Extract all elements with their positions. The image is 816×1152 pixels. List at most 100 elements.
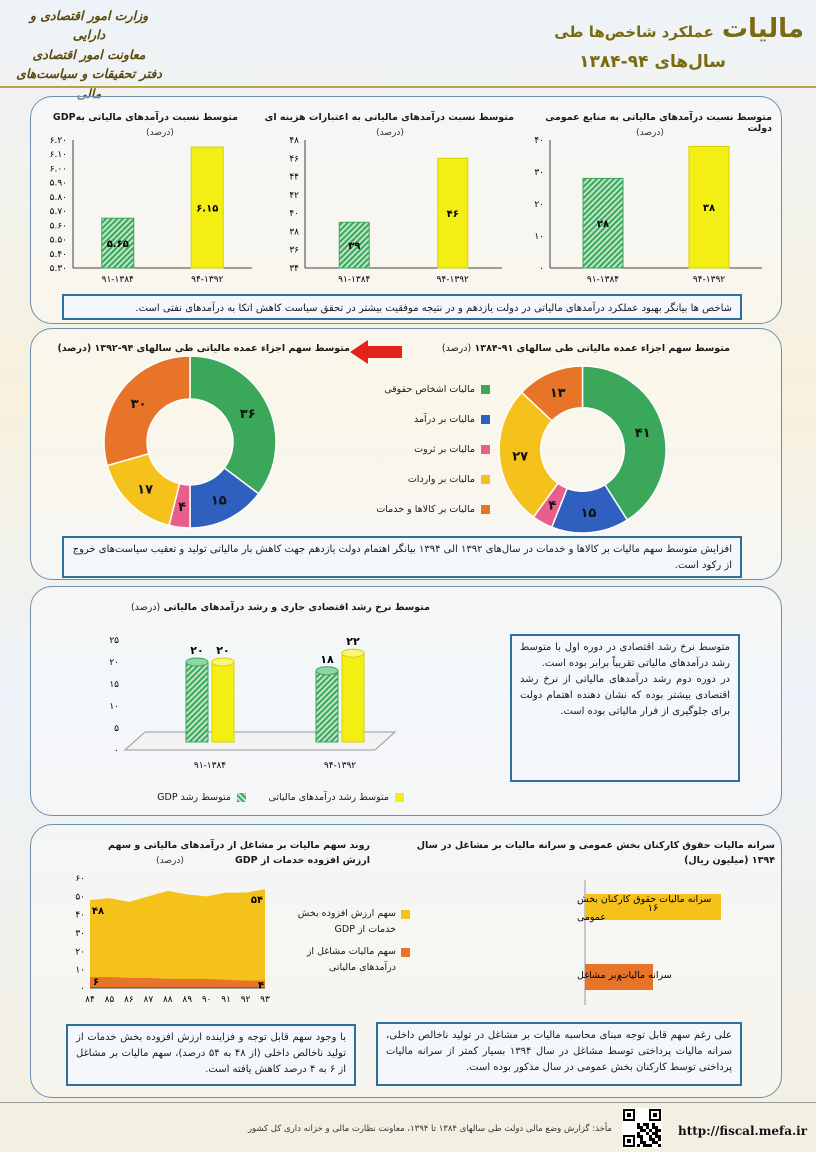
qr-module bbox=[655, 1129, 658, 1132]
x-tick-label: ۹۴-۱۳۹۲ bbox=[191, 275, 223, 285]
qr-module bbox=[658, 1138, 661, 1141]
y-tick-label: ۴۴ bbox=[289, 173, 299, 183]
qr-module bbox=[637, 1135, 640, 1138]
qr-module bbox=[652, 1132, 655, 1135]
y-tick-label: ۵.۶۰ bbox=[50, 221, 67, 231]
org-line-1: وزارت امور اقتصادی و دارایی bbox=[29, 8, 149, 43]
qr-module bbox=[655, 1126, 658, 1129]
growth-title-text: متوسط نرخ رشد اقتصادی جاری و رشد درآمدها… bbox=[163, 602, 430, 613]
qr-module bbox=[640, 1126, 643, 1129]
pie-value-label: ۴۱ bbox=[635, 426, 651, 441]
legend-label: سهم ارزش افزوده بخش خدمات از GDP bbox=[297, 908, 396, 936]
y-tick-label: ۴۰ bbox=[289, 209, 299, 219]
area-chart-title: روند سهم مالیات بر مشاغل از درآمدهای مال… bbox=[108, 840, 370, 867]
pie-value-label: ۳۰ bbox=[131, 397, 147, 412]
legend-item-wealth: مالیات بر ثروت bbox=[414, 444, 490, 455]
y-tick-label: ۱۵ bbox=[109, 680, 119, 690]
pie-value-label: ۴ bbox=[178, 500, 186, 515]
area-legend-services: سهم ارزش افزوده بخش خدمات از GDP bbox=[290, 906, 410, 938]
qr-module bbox=[649, 1138, 652, 1141]
section-4-note-left: با وجود سهم قابل توجه و فزاینده ارزش افز… bbox=[66, 1024, 356, 1086]
growth-chart-title: متوسط نرخ رشد اقتصادی جاری و رشد درآمدها… bbox=[110, 602, 430, 613]
legend-label: مالیات بر کالاها و خدمات bbox=[376, 504, 475, 515]
pie-value-label: ۲۷ bbox=[512, 449, 528, 464]
y-tick-label: ۶.۰۰ bbox=[50, 164, 67, 174]
bar bbox=[688, 145, 730, 269]
pie-value-label: ۱۳ bbox=[550, 386, 566, 401]
chart-3-title: متوسط نسبت درآمدهای مالیاتی بهGDP bbox=[52, 112, 238, 123]
bar-value-label: ۸ bbox=[616, 973, 622, 984]
x-tick-label: ۹۲ bbox=[241, 995, 251, 1005]
area-value-label: ۵۴ bbox=[251, 895, 263, 906]
qr-module bbox=[637, 1126, 640, 1129]
bar-value-label: ۳۹ bbox=[348, 241, 360, 252]
category-label: سرانه مالیات بر مشاغل bbox=[577, 970, 672, 981]
qr-module bbox=[643, 1123, 646, 1126]
bar-value-label: ۶.۱۵ bbox=[196, 204, 218, 215]
bar-value-label: ۱۶ bbox=[648, 903, 659, 914]
y-tick-label: ۲۰ bbox=[75, 947, 85, 957]
qr-code-icon bbox=[622, 1108, 662, 1148]
header-rule bbox=[0, 86, 816, 88]
area-value-label: ۴ bbox=[258, 981, 264, 992]
x-tick-label: ۹۱-۱۳۸۴ bbox=[102, 275, 134, 285]
legend-label: مالیات اشخاص حقوقی bbox=[384, 384, 475, 395]
bar bbox=[185, 661, 209, 743]
footer-url[interactable]: http://fiscal.mefa.ir bbox=[678, 1124, 808, 1138]
x-tick-label: ۹۳ bbox=[260, 995, 270, 1005]
y-tick-label: ۵۰ bbox=[75, 892, 85, 902]
bar bbox=[211, 661, 235, 743]
growth-legend-gdp: متوسط رشد GDP bbox=[157, 792, 246, 803]
pie-slice bbox=[498, 391, 560, 519]
pie-slice bbox=[103, 355, 191, 467]
bar-value-label: ۲۰ bbox=[216, 644, 229, 657]
area-legend-jobs: سهم مالیات مشاغل از درآمدهای مالیاتی bbox=[290, 944, 410, 976]
section-4-note-right: علی رغم سهم قابل توجه مبنای محاسبه مالیا… bbox=[376, 1022, 742, 1086]
bar-value-label: ۳۸ bbox=[703, 203, 715, 214]
x-tick-label: ۹۰ bbox=[202, 995, 212, 1005]
bar-cap bbox=[211, 657, 235, 667]
x-tick-label: ۹۱ bbox=[221, 995, 231, 1005]
y-tick-label: ۳۸ bbox=[289, 227, 299, 237]
y-tick-label: ۲۰ bbox=[109, 658, 119, 668]
header-title-rest: عملکرد شاخص‌ها طی bbox=[554, 23, 714, 41]
bar-cap bbox=[315, 666, 339, 676]
pie-right-svg: ۴۱ ۱۵ ۴ ۲۷ ۱۳ bbox=[498, 365, 667, 534]
qr-module bbox=[652, 1126, 655, 1129]
pie-value-label: ۱۵ bbox=[211, 494, 227, 509]
chart-2-title: متوسط نسبت درآمدهای مالیاتی به اعتبارات … bbox=[264, 112, 514, 123]
y-tick-label: ۱۰ bbox=[534, 232, 544, 242]
qr-module bbox=[640, 1129, 643, 1132]
y-tick-label: ۵.۳۰ bbox=[50, 264, 67, 274]
legend-label: مالیات بر درآمد bbox=[413, 414, 475, 425]
pie-value-label: ۴ bbox=[548, 498, 556, 513]
y-tick-label: ۶۰ bbox=[75, 874, 85, 884]
y-tick-label: ۵.۵۰ bbox=[50, 236, 67, 246]
qr-module bbox=[652, 1141, 655, 1144]
y-tick-label: ۲۵ bbox=[109, 636, 119, 646]
chart-2-svg: ۳۴ ۳۶ ۳۸ ۴۰ ۴۲ ۴۴ ۴۶ ۴۸ ۳۹ ۹۱-۱۳۸۴ ۴۶ ۹۴-۱۳۹۲ bbox=[289, 136, 502, 285]
y-tick-label: ۰ bbox=[114, 746, 119, 756]
x-tick-label: ۹۴-۱۳۹۲ bbox=[693, 275, 725, 285]
category-label: عمومی bbox=[577, 912, 606, 923]
bar bbox=[101, 217, 135, 269]
area-chart-unit: (درصد) bbox=[156, 856, 184, 866]
header: مالیات عملکرد شاخص‌ها طی سال‌های ۹۴-۱۳۸۴ bbox=[484, 8, 804, 83]
qr-module bbox=[655, 1135, 658, 1138]
qr-module bbox=[652, 1138, 655, 1141]
y-tick-label: ۴۸ bbox=[289, 136, 299, 146]
qr-module bbox=[637, 1123, 640, 1126]
section-1-note: شاخص ها بیانگر بهبود عملکرد درآمدهای مال… bbox=[62, 294, 742, 320]
bar bbox=[315, 670, 339, 743]
qr-module bbox=[658, 1144, 661, 1147]
x-tick-label: ۸۵ bbox=[105, 995, 115, 1005]
category-label: سرانه مالیات حقوق کارکنان بخش bbox=[577, 894, 711, 905]
qr-finder bbox=[627, 1113, 631, 1117]
qr-finder bbox=[627, 1139, 631, 1143]
x-tick-label: ۹۴-۱۳۹۲ bbox=[324, 761, 356, 771]
header-subtitle: سال‌های ۹۴-۱۳۸۴ bbox=[579, 52, 726, 72]
area-jobs bbox=[90, 977, 265, 988]
area-value-label: ۶ bbox=[93, 977, 99, 988]
qr-module bbox=[640, 1135, 643, 1138]
